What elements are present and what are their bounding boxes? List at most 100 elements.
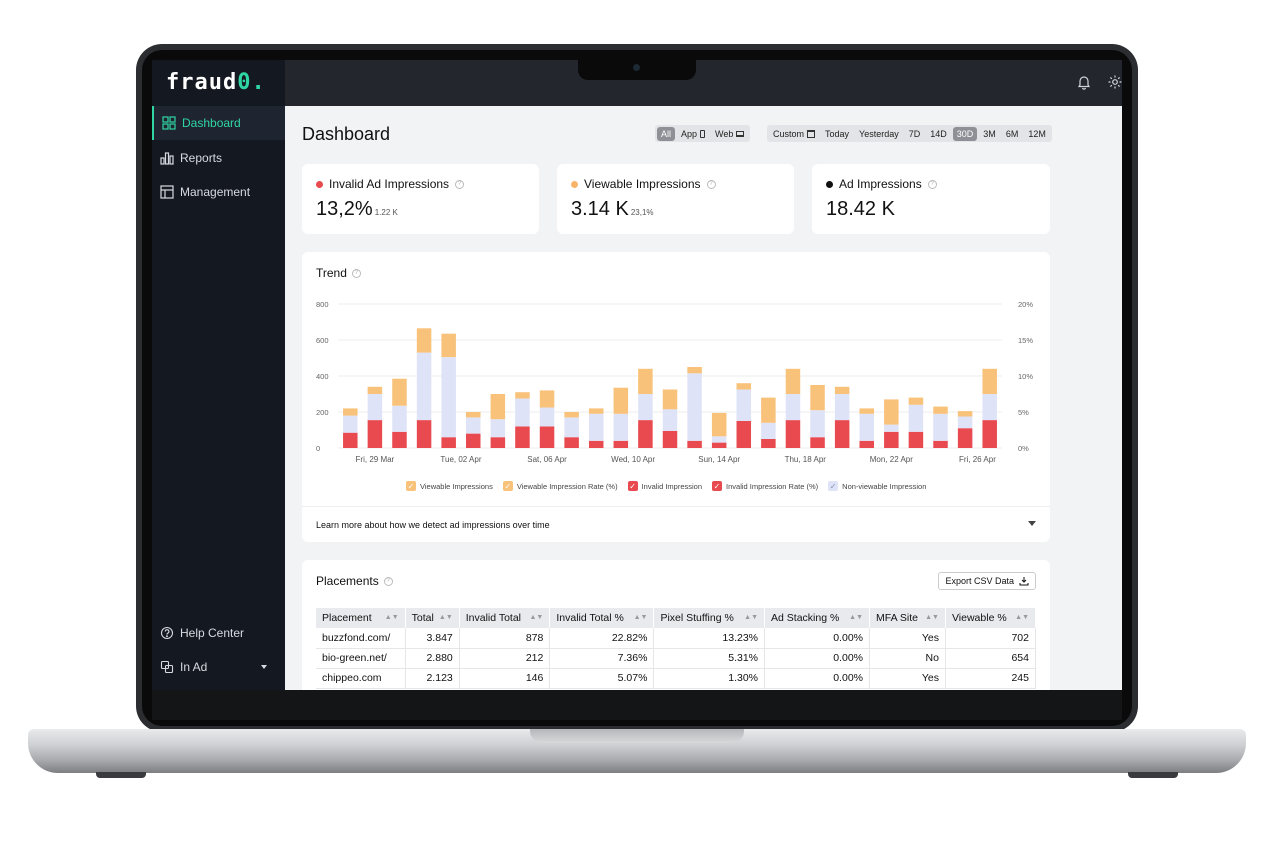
sort-icon[interactable]: ▲▼ — [849, 614, 863, 621]
column-header[interactable]: Placement ▲▼ — [316, 608, 406, 628]
kpi-value: 3.14 K 23,1% — [571, 198, 654, 220]
filter-web[interactable]: Web — [711, 127, 748, 141]
sort-icon[interactable]: ▲▼ — [633, 614, 648, 621]
table-row[interactable]: chippeo.com 2.123 146 5.07% 1.30% 0.00% Yes 245 — [316, 668, 1037, 689]
filter-all[interactable]: All — [657, 126, 676, 141]
placements-card: Placements? Export CSV Data Placement ▲▼ T… — [302, 560, 1050, 690]
sort-icon[interactable]: ▲▼ — [384, 614, 399, 621]
bar-non-viewable-impression — [490, 419, 506, 438]
bar-invalid-impression — [884, 431, 899, 448]
legend-item[interactable]: ✓ Invalid Impression — [627, 481, 703, 491]
bar-viewable-impressions — [466, 412, 481, 418]
learn-more-toggle[interactable]: Learn more about how we detect ad impres… — [302, 506, 1050, 542]
bar-non-viewable-impression — [711, 436, 727, 443]
bar-non-viewable-impression — [564, 417, 579, 438]
bar-viewable-impressions — [490, 394, 506, 420]
trend-title: Trend? — [316, 266, 361, 280]
column-header[interactable]: Pixel Stuffing % ▲▼ — [653, 608, 766, 628]
range-custom[interactable]: Custom — [769, 127, 819, 141]
kpi-value: 18.42 K — [826, 198, 895, 220]
column-header[interactable]: Viewable % ▲▼ — [945, 608, 1037, 628]
table-cell: bio-green.net/ — [316, 648, 406, 669]
bar-invalid-impression — [736, 421, 752, 448]
column-header[interactable]: Invalid Total % ▲▼ — [549, 608, 655, 628]
sidebar-item-management[interactable]: Management — [152, 175, 285, 209]
checkbox-icon[interactable]: ✓ — [712, 481, 723, 491]
sort-icon[interactable]: ▲▼ — [529, 614, 544, 621]
legend-item[interactable]: ✓ Viewable Impression Rate (%) — [502, 481, 618, 491]
info-icon[interactable]: ? — [383, 576, 393, 586]
x-tick-label: Thu, 18 Apr — [785, 455, 827, 464]
bar-non-viewable-impression — [859, 413, 874, 441]
bar-non-viewable-impression — [687, 373, 702, 441]
column-header[interactable]: Invalid Total ▲▼ — [459, 608, 551, 628]
sidebar-item-reports[interactable]: Reports — [152, 141, 285, 175]
info-icon[interactable]: ? — [706, 179, 716, 189]
bar-viewable-impressions — [539, 390, 555, 408]
bar-viewable-impressions — [588, 408, 604, 414]
range-12m[interactable]: 12M — [1028, 128, 1046, 139]
monitor-icon — [736, 130, 745, 137]
account-switcher[interactable]: In Ad — [152, 650, 285, 684]
table-cell: 7.36% — [549, 648, 655, 669]
table-row[interactable]: buzzfond.com/3.847 878 22.82% 13.23% 0.00% Ye… — [316, 628, 1037, 649]
sidebar-item-help-center[interactable]: Help Center — [152, 616, 285, 650]
x-tick-label: Fri, 29 Mar — [356, 455, 395, 464]
sidebar-item-dashboard[interactable]: Dashboard — [152, 106, 285, 140]
range-today[interactable]: Today — [825, 128, 850, 139]
range-yesterday[interactable]: Yesterday — [859, 128, 899, 139]
export-csv-button[interactable]: Export CSV Data — [938, 572, 1036, 590]
bar-non-viewable-impression — [810, 410, 825, 438]
laptop-opening-notch — [530, 729, 744, 743]
camera-icon — [633, 64, 640, 71]
table-row[interactable]: bio-green.net/2.880 212 7.36% 5.31% 0.00% No 6… — [316, 648, 1037, 669]
table-cell: 878 — [459, 628, 551, 649]
column-header[interactable]: MFA Site ▲▼ — [869, 608, 946, 628]
camera-notch — [578, 60, 696, 80]
filter-app[interactable]: App — [677, 127, 709, 141]
top-bar — [285, 60, 1122, 106]
x-tick-label: Fri, 26 Apr — [959, 455, 996, 464]
info-icon[interactable]: ? — [351, 268, 361, 278]
kpi-card-viewable-impressions: Viewable Impressions? 3.14 K 23,1% — [557, 164, 794, 234]
range-3m[interactable]: 3M — [983, 128, 996, 139]
checkbox-icon[interactable]: ✓ — [627, 481, 638, 491]
sort-icon[interactable]: ▲▼ — [1015, 614, 1029, 621]
column-header[interactable]: Ad Stacking % ▲▼ — [764, 608, 870, 628]
bar-viewable-impressions — [908, 397, 924, 405]
help-circle-icon — [160, 626, 174, 640]
chevron-down-icon — [261, 665, 267, 669]
bar-viewable-impressions — [416, 328, 432, 353]
legend-item[interactable]: ✓ Invalid Impression Rate (%) — [712, 481, 818, 491]
info-icon[interactable]: ? — [927, 179, 937, 189]
kpi-card-invalid-ad-impressions: Invalid Ad Impressions? 13,2% 1.22 K — [302, 164, 539, 234]
app-logo[interactable]: fraud0. — [166, 70, 266, 95]
range-30d[interactable]: 30D — [952, 126, 978, 141]
bar-invalid-impression — [515, 426, 530, 448]
checkbox-icon[interactable]: ✓ — [406, 481, 416, 491]
bar-viewable-impressions — [441, 333, 456, 358]
y-tick-label: 800 — [316, 300, 329, 309]
range-14d[interactable]: 14D — [930, 128, 947, 139]
checkbox-icon[interactable]: ✓ — [828, 481, 839, 491]
table-cell: No — [869, 648, 946, 669]
bar-invalid-impression — [539, 426, 555, 448]
legend-item[interactable]: ✓ Viewable Impressions — [406, 481, 493, 491]
checkbox-icon[interactable]: ✓ — [502, 481, 513, 491]
bar-invalid-impression — [392, 431, 407, 448]
range-7d[interactable]: 7D — [908, 128, 921, 139]
range-6m[interactable]: 6M — [1005, 128, 1019, 139]
sort-icon[interactable]: ▲▼ — [744, 614, 759, 621]
sort-icon[interactable]: ▲▼ — [438, 614, 453, 621]
sort-icon[interactable]: ▲▼ — [925, 614, 939, 621]
legend-label: Invalid Impression — [641, 481, 703, 491]
bar-invalid-impression — [416, 420, 432, 448]
info-icon[interactable]: ? — [455, 179, 465, 189]
column-header[interactable]: Total ▲▼ — [405, 608, 460, 628]
bar-viewable-impressions — [515, 392, 530, 399]
bell-icon[interactable] — [1076, 74, 1092, 90]
legend-item[interactable]: ✓ Non-viewable Impression — [828, 481, 926, 491]
gear-icon[interactable] — [1107, 74, 1122, 90]
y2-tick-label: 20% — [1018, 300, 1033, 309]
app-screen: fraud0. Dashboard Reports Management Hel… — [152, 60, 1122, 690]
